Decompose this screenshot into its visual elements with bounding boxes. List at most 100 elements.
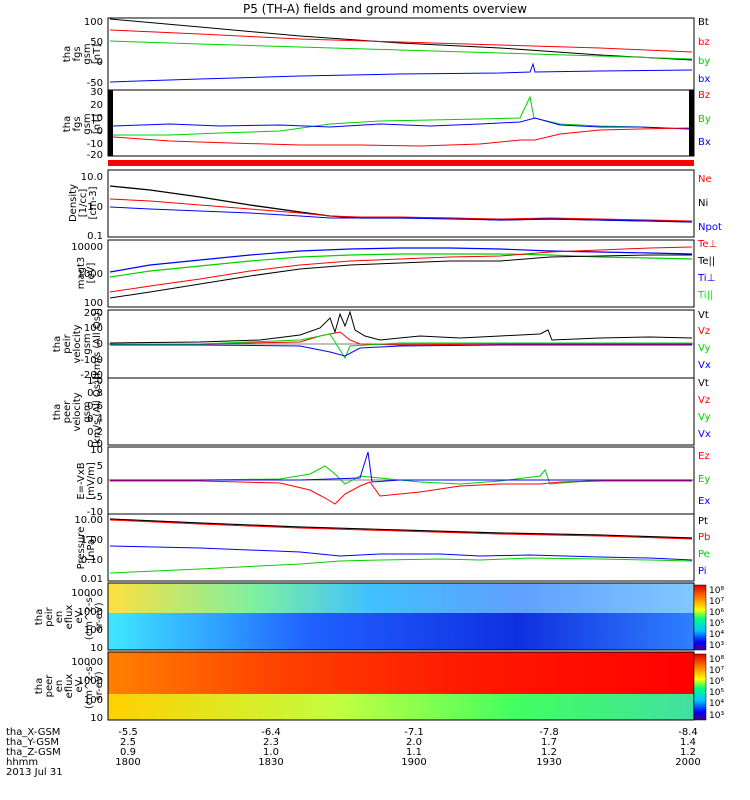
legend-ti-par: Ti|| [697,290,713,301]
ylabel-line: [eV] [86,263,97,284]
ylabel-line: [cm-3] [88,186,99,219]
colorbar-tick: 10⁸ [709,586,724,596]
axis-value: 1.4 [680,737,696,748]
tick-label: 10000 [71,242,103,253]
legend-te-perp: Te⊥ [697,239,717,250]
tick-label: 0.8 [87,388,103,399]
panel-temperature: Te⊥ Te|| Ti⊥ Ti|| 10000 1000 100 magt3 [… [71,239,717,309]
legend-pi: Pi [698,566,707,577]
ylabel-line: tha [52,336,63,352]
series-by [113,95,690,136]
tick-label: 10 [90,445,103,456]
tick-label: 30 [90,87,103,98]
ylabel-line: peir [62,333,73,353]
spectrogram-low [108,613,694,650]
legend-npot: Npot [698,222,722,233]
ylabel-line: peer [62,400,73,424]
axis-value: -5.5 [118,727,138,738]
tick-label: 0.2 [87,427,103,438]
legend-pb: Pb [698,532,710,543]
panel-ylabel: tha peer en eflux eV (cm^2-s- sr-eV) [34,662,105,709]
ylabel-line: en [54,680,65,693]
tick-label: 10 [90,713,103,724]
tick-label: 200 [84,308,103,319]
colorbar-tick: 10⁶ [709,677,724,687]
ylabel-line: [nT] [92,114,103,134]
legend-bx: bx [698,74,710,85]
axis-value: 1900 [401,757,426,768]
panel-ion-velocity: Vt Vz Vy Vx 200 100 0 -100 -200 tha peir… [52,308,711,381]
panel-ylabel: tha peir en eflux eV (cm^2-s- sr-eV) [34,593,105,640]
panel-density: Ne Ni Npot 10.0 1.0 0.1 Density [1/cc] [… [68,169,722,242]
colorbar-tick: 10³ [709,641,724,651]
axis-value: 1930 [536,757,561,768]
legend-ey: Ey [698,474,710,485]
tick-label: 10.00 [74,515,103,526]
ylabel-line: [nPa] [86,535,97,561]
panel-electron-spectrogram: 10⁸ 10⁷ 10⁶ 10⁵ 10⁴ 10³ 10000 1000 100 1… [34,651,724,724]
chart-title: P5 (TH-A) fields and ground moments over… [243,2,527,16]
axis-value: 2.3 [263,737,279,748]
panel-ylabel: magt3 [eV] [76,257,97,290]
tick-label: 0 [97,126,103,137]
tick-label: -50 [87,78,103,89]
tick-label: 0 [97,476,103,487]
tick-label: 100 [84,298,103,309]
ylabel-line: tha [34,678,45,694]
axis-value: 2.5 [120,737,136,748]
series-ti-perp [109,247,693,273]
ylabel-line: eflux [64,674,75,699]
legend-by: By [698,114,711,125]
ylabel-line: velocity [72,392,83,431]
ylabel-line: peer [44,674,55,698]
axis-value: 1.2 [541,747,557,758]
panel-ylabel: tha peir velocity gsm [km/s (All Qs)] [52,308,103,380]
series-bz [112,127,690,147]
tick-label: 1000 [78,676,103,687]
legend-bz: bz [698,37,710,48]
ylabel-line: [1/cc] [78,189,89,218]
legend-bz: Bz [698,90,710,101]
tick-label: 0 [97,57,103,68]
colorbar-tick: 10⁵ [709,688,724,698]
tick-label: -10 [87,507,103,518]
axis-value: 1800 [115,757,140,768]
panel-pressure: Pt Pb Pe Pi 10.00 1.00 0.10 0.01 Pressur… [74,513,710,585]
series-bx [112,117,690,130]
ylabel-line: eV [74,679,85,692]
tick-label: 0.10 [81,555,103,566]
ylabel-line: gsm [82,113,93,134]
axis-value: 1.7 [541,737,557,748]
ylabel-line: (cm^2-s- [84,662,95,709]
ylabel-line: tha [52,404,63,420]
axis-value: 1.1 [406,747,422,758]
tick-label: -5 [93,492,103,503]
ylabel-line: tha [62,116,73,132]
axis-row-label: tha_X-GSM [6,727,60,738]
colorbar-tick: 10⁷ [709,597,724,607]
ylabel-line: peir [44,606,55,626]
series-vx [110,344,692,357]
tick-label: 1000 [78,269,103,280]
tick-label: 5 [97,461,103,472]
series-ne [109,198,693,222]
panel-frame [107,377,695,446]
legend-vx: Vx [698,360,711,371]
panel-fgs-1: Bt bz by bx 100 50 0 -50 tha fgs gsm [nT… [62,17,710,91]
ylabel-line: gsm [82,333,93,354]
ylabel-line: en [54,611,65,624]
tick-label: 100 [84,695,103,706]
legend-vx: Vx [698,429,711,440]
ylabel-line: gsm [82,43,93,64]
axis-value: 1.2 [680,747,696,758]
tick-label: 0.0 [87,439,103,450]
legend-bx: Bx [698,137,711,148]
ylabel-line: eflux [64,605,75,630]
tick-label: 10 [90,643,103,654]
tick-label: 0.01 [81,574,103,585]
axis-row-label: tha_Y-GSM [6,737,59,748]
axis-row-label: hhmm [6,757,38,768]
axis-value: 1.0 [263,747,279,758]
legend-by: by [698,56,710,67]
panel-fgs-2: Bz By Bx 30 20 10 0 -10 -20 tha fgs gsm … [62,87,711,161]
